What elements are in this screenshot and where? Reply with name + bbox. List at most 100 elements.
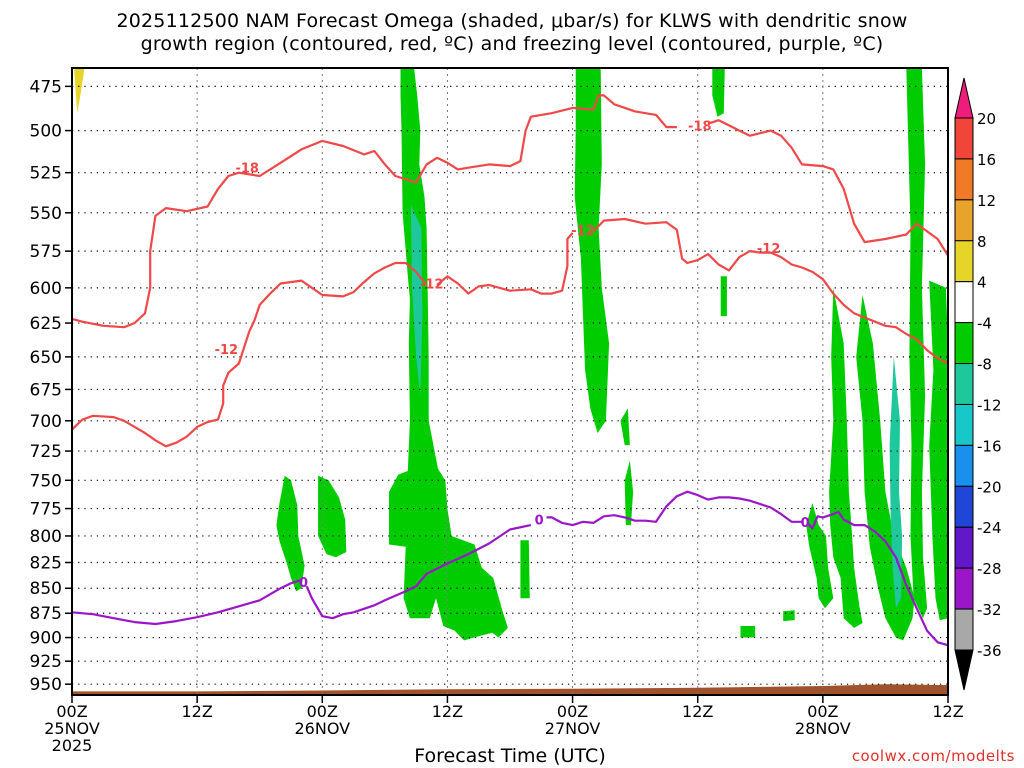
chart-title-line-1: 2025112500 NAM Forecast Omega (shaded, μ… bbox=[116, 10, 908, 32]
x-tick-label-48-2: 27NOV bbox=[545, 719, 601, 738]
dgz-minus-18-label-1: -18 bbox=[235, 162, 259, 177]
y-tick-label-700: 700 bbox=[30, 412, 62, 432]
dgz-minus-12-label-3: -12 bbox=[571, 224, 595, 239]
chart-title-line-2: growth region (contoured, red, ºC) and f… bbox=[140, 33, 884, 55]
grid-layer bbox=[72, 68, 948, 695]
y-tick-label-800: 800 bbox=[30, 527, 62, 547]
x-tick-label-84-1: 12Z bbox=[932, 702, 963, 721]
x-tick-label-0-2: 25NOV bbox=[44, 719, 100, 738]
omega-region-column-28nov-mid bbox=[856, 295, 915, 641]
colorbar-label-4: 4 bbox=[977, 274, 987, 292]
y-tick-label-625: 625 bbox=[30, 314, 62, 334]
colorbar-bin-2 bbox=[954, 158, 974, 201]
colorbar-label--16: -16 bbox=[977, 437, 1002, 455]
x-tick-label-48-1: 00Z bbox=[557, 702, 588, 721]
y-tick-label-600: 600 bbox=[30, 279, 62, 299]
colorbar-label--4: -4 bbox=[977, 315, 992, 333]
x-tick-label-72-1: 00Z bbox=[807, 702, 838, 721]
omega-region-tiny-patch-3 bbox=[783, 610, 795, 622]
omega-region-column-28nov-far bbox=[929, 280, 948, 621]
omega-region-patch-near-12z-27nov bbox=[720, 276, 727, 317]
colorbar-label--32: -32 bbox=[977, 601, 1002, 619]
credit-text: coolwx.com/modelts bbox=[852, 747, 1015, 765]
omega-region-column-27nov bbox=[574, 68, 610, 433]
y-tick-label-525: 525 bbox=[30, 164, 62, 184]
freezing-level-0-label-2: 0 bbox=[535, 514, 544, 529]
colorbar-bin-13 bbox=[954, 608, 974, 651]
omega-region-cyan-core-26nov bbox=[410, 204, 423, 396]
omega-region-narrow-streak-27nov-b bbox=[620, 408, 630, 446]
y-tick-label-675: 675 bbox=[30, 380, 62, 400]
colorbar-label-16: 16 bbox=[977, 151, 996, 169]
y-tick-label-850: 850 bbox=[30, 579, 62, 599]
x-tick-label-0-1: 00Z bbox=[56, 702, 87, 721]
omega-region-streak-27nov-low bbox=[624, 460, 634, 526]
contour-layer: -18 -18 -12 -12 -12 -12 0 0 0 bbox=[71, 94, 949, 647]
colorbar-label--36: -36 bbox=[977, 642, 1002, 660]
x-tick-label-72-2: 28NOV bbox=[795, 719, 851, 738]
colorbar: 20 16 12 8 4 -4 -8 -12 -16 -20 -24 -28 -32 -36 bbox=[954, 77, 1002, 691]
freezing-level-0-line-3 bbox=[546, 490, 802, 527]
omega-region-blob-right-25nov bbox=[318, 475, 347, 558]
axes-layer: 475 500 525 550 575 600 625 650 675 700 725 750 775 8… bbox=[30, 67, 964, 755]
colorbar-bin-9 bbox=[954, 444, 974, 487]
y-tick-label-750: 750 bbox=[30, 471, 62, 491]
y-tick-label-825: 825 bbox=[30, 553, 62, 573]
omega-region-positive-sliver bbox=[74, 68, 85, 114]
y-tick-label-925: 925 bbox=[30, 652, 62, 672]
freezing-level-0-label-1: 0 bbox=[299, 576, 308, 591]
dgz-minus-12-label-2: -12 bbox=[420, 278, 444, 293]
dgz-minus-12-line-3 bbox=[592, 217, 949, 365]
colorbar-label-12: 12 bbox=[977, 192, 996, 210]
x-tick-label-24-1: 00Z bbox=[307, 702, 338, 721]
colorbar-label-20: 20 bbox=[977, 110, 996, 128]
dgz-minus-12-line-1 bbox=[71, 261, 428, 448]
omega-region-blob-28nov-low bbox=[806, 503, 834, 609]
colorbar-label--20: -20 bbox=[977, 478, 1002, 496]
colorbar-bin-4 bbox=[954, 240, 974, 283]
y-tick-label-575: 575 bbox=[30, 242, 62, 262]
plot-frame bbox=[71, 67, 949, 696]
colorbar-bin-10 bbox=[954, 485, 974, 528]
colorbar-bin-bottom-triangle bbox=[954, 649, 974, 691]
colorbar-label--12: -12 bbox=[977, 396, 1002, 414]
x-tick-label-0-3: 2025 bbox=[52, 736, 93, 755]
omega-region-cyan-28nov bbox=[889, 356, 903, 609]
dgz-minus-18-line-2 bbox=[707, 119, 949, 257]
colorbar-bin-11 bbox=[954, 526, 974, 569]
colorbar-label--28: -28 bbox=[977, 560, 1002, 578]
colorbar-label--8: -8 bbox=[977, 356, 992, 374]
dgz-minus-12-line-2 bbox=[436, 232, 574, 295]
colorbar-bin-1 bbox=[954, 117, 974, 160]
y-tick-label-550: 550 bbox=[30, 204, 62, 224]
y-tick-label-775: 775 bbox=[30, 500, 62, 520]
colorbar-bin-5 bbox=[954, 281, 974, 324]
y-tick-label-900: 900 bbox=[30, 629, 62, 649]
colorbar-bin-12 bbox=[954, 567, 974, 610]
colorbar-bin-7 bbox=[954, 363, 974, 405]
freezing-level-0-label-3: 0 bbox=[801, 516, 810, 531]
omega-shading-layer bbox=[74, 68, 948, 641]
dgz-minus-18-line-1 bbox=[71, 94, 677, 329]
y-tick-label-650: 650 bbox=[30, 348, 62, 368]
dgz-minus-12-label-4: -12 bbox=[757, 242, 781, 257]
colorbar-bin-top-triangle bbox=[954, 77, 974, 119]
y-tick-label-475: 475 bbox=[30, 77, 62, 97]
omega-region-tiny-patch-2 bbox=[740, 626, 756, 638]
colorbar-bin-3 bbox=[954, 199, 974, 242]
y-tick-label-500: 500 bbox=[30, 122, 62, 142]
colorbar-bin-6 bbox=[954, 322, 974, 365]
dgz-minus-12-label-1: -12 bbox=[215, 343, 239, 358]
omega-region-column-28nov-left bbox=[829, 287, 863, 628]
x-axis-label: Forecast Time (UTC) bbox=[414, 745, 605, 767]
colorbar-bin-8 bbox=[954, 403, 974, 446]
surface-terrain bbox=[72, 684, 948, 695]
omega-region-strip-top-27nov bbox=[712, 68, 725, 117]
colorbar-label--24: -24 bbox=[977, 519, 1002, 537]
x-tick-label-24-2: 26NOV bbox=[294, 719, 350, 738]
y-tick-label-725: 725 bbox=[30, 442, 62, 462]
freezing-level-0-line-1 bbox=[71, 579, 302, 626]
omega-region-tiny-patch-1 bbox=[520, 540, 530, 599]
dgz-minus-18-label-2: -18 bbox=[688, 119, 712, 134]
